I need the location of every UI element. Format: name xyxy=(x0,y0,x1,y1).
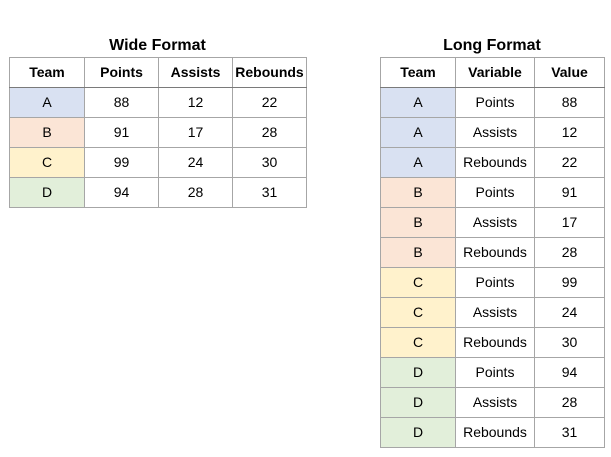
table-row: B Assists 17 xyxy=(380,207,605,238)
long-format-table: Team Variable Value A Points 88 A Assists 12 A… xyxy=(380,57,605,448)
team-cell: A xyxy=(380,87,456,118)
table-cell: 28 xyxy=(158,177,233,208)
table-cell: 28 xyxy=(534,237,605,268)
table-row: B Rebounds 28 xyxy=(380,237,605,268)
table-cell: Points xyxy=(455,87,535,118)
table-cell: Rebounds xyxy=(455,147,535,178)
table-header-row: Team Variable Value xyxy=(380,57,605,88)
table-row: C Points 99 xyxy=(380,267,605,298)
table-cell: 88 xyxy=(84,87,159,118)
table-cell: 88 xyxy=(534,87,605,118)
column-header: Value xyxy=(534,57,605,88)
table-row: D Rebounds 31 xyxy=(380,417,605,448)
table-row: A Points 88 xyxy=(380,87,605,118)
long-format-block: Long Format Team Variable Value A Points 8… xyxy=(380,35,605,448)
table-row: B 91 17 28 xyxy=(9,117,307,148)
table-cell: 17 xyxy=(158,117,233,148)
team-cell: A xyxy=(380,117,456,148)
column-header: Team xyxy=(380,57,456,88)
table-cell: Rebounds xyxy=(455,417,535,448)
table-cell: 17 xyxy=(534,207,605,238)
table-cell: 30 xyxy=(534,327,605,358)
table-header-row: Team Points Assists Rebounds xyxy=(9,57,307,88)
team-cell: C xyxy=(380,267,456,298)
team-cell: D xyxy=(380,357,456,388)
team-cell: D xyxy=(9,177,85,208)
team-cell: B xyxy=(9,117,85,148)
table-row: A 88 12 22 xyxy=(9,87,307,118)
table-cell: 22 xyxy=(534,147,605,178)
table-cell: 30 xyxy=(232,147,307,178)
table-cell: 31 xyxy=(534,417,605,448)
table-row: D Points 94 xyxy=(380,357,605,388)
table-cell: 28 xyxy=(534,387,605,418)
table-cell: Points xyxy=(455,177,535,208)
table-cell: 22 xyxy=(232,87,307,118)
team-cell: C xyxy=(380,297,456,328)
column-header: Rebounds xyxy=(232,57,307,88)
team-cell: B xyxy=(380,237,456,268)
team-cell: B xyxy=(380,177,456,208)
team-cell: A xyxy=(380,147,456,178)
wide-format-title: Wide Format xyxy=(109,37,206,54)
team-cell: D xyxy=(380,387,456,418)
table-row: D Assists 28 xyxy=(380,387,605,418)
table-cell: 28 xyxy=(232,117,307,148)
team-cell: B xyxy=(380,207,456,238)
table-cell: Rebounds xyxy=(455,237,535,268)
table-cell: Assists xyxy=(455,297,535,328)
table-cell: 31 xyxy=(232,177,307,208)
column-header: Team xyxy=(9,57,85,88)
table-cell: 24 xyxy=(534,297,605,328)
table-cell: 12 xyxy=(158,87,233,118)
table-cell: Assists xyxy=(455,207,535,238)
team-cell: A xyxy=(9,87,85,118)
table-cell: 99 xyxy=(84,147,159,178)
team-cell: D xyxy=(380,417,456,448)
table-row: C 99 24 30 xyxy=(9,147,307,178)
table-cell: Rebounds xyxy=(455,327,535,358)
table-cell: 24 xyxy=(158,147,233,178)
column-header: Variable xyxy=(455,57,535,88)
team-cell: C xyxy=(380,327,456,358)
table-cell: 94 xyxy=(534,357,605,388)
table-cell: Assists xyxy=(455,387,535,418)
table-row: B Points 91 xyxy=(380,177,605,208)
table-cell: Points xyxy=(455,267,535,298)
team-cell: C xyxy=(9,147,85,178)
wide-format-table: Team Points Assists Rebounds A 88 12 22 B 91 1… xyxy=(9,57,307,208)
table-cell: 99 xyxy=(534,267,605,298)
table-row: A Assists 12 xyxy=(380,117,605,148)
table-row: C Assists 24 xyxy=(380,297,605,328)
long-format-title: Long Format xyxy=(443,37,541,54)
table-row: D 94 28 31 xyxy=(9,177,307,208)
column-header: Assists xyxy=(158,57,233,88)
table-cell: 12 xyxy=(534,117,605,148)
table-cell: 91 xyxy=(534,177,605,208)
table-cell: 94 xyxy=(84,177,159,208)
column-header: Points xyxy=(84,57,159,88)
wide-format-block: Wide Format Team Points Assists Rebounds… xyxy=(9,35,307,208)
table-cell: Points xyxy=(455,357,535,388)
table-row: C Rebounds 30 xyxy=(380,327,605,358)
table-cell: 91 xyxy=(84,117,159,148)
table-cell: Assists xyxy=(455,117,535,148)
table-row: A Rebounds 22 xyxy=(380,147,605,178)
